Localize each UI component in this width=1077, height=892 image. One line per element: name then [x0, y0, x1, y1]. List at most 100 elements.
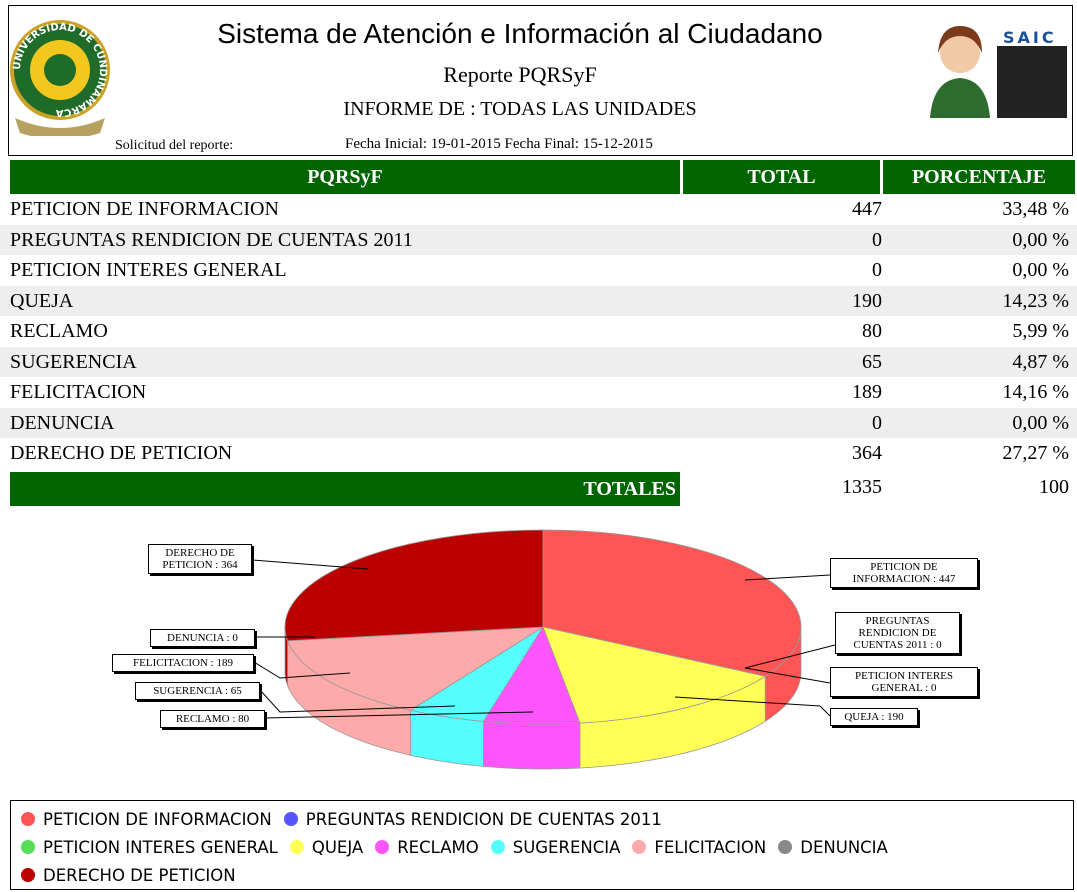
header-box	[8, 5, 1073, 156]
row-percent: 27,27 %	[1002, 442, 1069, 464]
legend-item: QUEJA	[289, 833, 364, 861]
legend-label: PETICION DE INFORMACION	[43, 809, 272, 829]
row-percent: 4,87 %	[1012, 350, 1069, 373]
totals-label: TOTALES	[10, 472, 680, 506]
row-percent: 0,00 %	[1012, 411, 1069, 434]
legend-item: DENUNCIA	[778, 833, 888, 861]
row-total: 80	[862, 320, 882, 342]
row-percent: 14,16 %	[1002, 381, 1069, 403]
legend-marker	[21, 868, 35, 882]
row-label: SUGERENCIA	[10, 350, 137, 373]
legend-item: RECLAMO	[375, 833, 479, 861]
saic-logo: SAIC	[930, 26, 1067, 118]
informe: INFORME DE : TODAS LAS UNIDADES	[343, 98, 697, 120]
row-percent: 33,48 %	[1002, 198, 1069, 220]
column-header: PQRSyF	[10, 160, 680, 194]
title: Sistema de Atención e Información al Ciu…	[217, 18, 823, 49]
table-row: PETICION INTERES GENERAL 0 0,00 %	[0, 255, 1077, 286]
data-label: DENUNCIA : 0	[150, 629, 255, 647]
pie-slice	[284, 529, 544, 642]
legend-label: PREGUNTAS RENDICION DE CUENTAS 2011	[305, 809, 662, 829]
leader-line	[253, 661, 351, 679]
totals-total: 1335	[842, 476, 882, 498]
row-total: 189	[852, 381, 882, 403]
legend: PETICION DE INFORMACION PREGUNTAS RENDICI…	[10, 800, 1074, 890]
dates: Fecha Inicial: 19-01-2015 Fecha Final: 1…	[345, 136, 653, 152]
row-total: 364	[852, 442, 882, 464]
legend-marker	[778, 840, 793, 854]
table-row: QUEJA 190 14,23 %	[0, 285, 1077, 316]
row-percent: 0,00 %	[1012, 228, 1069, 251]
legend-marker	[632, 840, 647, 854]
legend-label: RECLAMO	[397, 837, 479, 857]
data-label: PETICION INTERES GENERAL : 0	[830, 667, 978, 697]
table-row: FELICITACION 189 14,16 %	[0, 377, 1077, 408]
data-label: QUEJA : 190	[830, 708, 918, 726]
legend-item: PETICION DE INFORMACION	[21, 805, 272, 833]
totals-percent: 100	[1039, 476, 1069, 498]
legend-label: SUGERENCIA	[512, 837, 621, 857]
data-label: DERECHO DE PETICION : 364	[148, 544, 252, 574]
row-label: DERECHO DE PETICION	[10, 442, 233, 464]
row-label: RECLAMO	[10, 320, 108, 342]
leader-line	[744, 574, 831, 581]
row-label: PREGUNTAS RENDICION DE CUENTAS 2011	[10, 228, 413, 251]
table-row: DENUNCIA 0 0,00 %	[0, 407, 1077, 438]
row-total: 447	[852, 198, 882, 220]
row-total: 0	[872, 259, 882, 281]
data-label: SUGERENCIA : 65	[135, 682, 260, 700]
request-label: Solicitud del reporte:	[115, 138, 234, 153]
pie-slice	[287, 626, 545, 711]
legend-item: FELICITACION	[632, 833, 766, 861]
pie-side	[483, 720, 581, 770]
data-label: FELICITACION : 189	[112, 654, 254, 672]
row-total: 190	[852, 289, 882, 312]
legend-marker	[21, 840, 35, 854]
row-label: DENUNCIA	[10, 411, 115, 434]
legend-marker	[289, 840, 304, 854]
row-percent: 14,23 %	[1002, 289, 1069, 312]
data-label: PETICION DE INFORMACION : 447	[830, 558, 978, 588]
table-row: SUGERENCIA 65 4,87 %	[0, 346, 1077, 377]
row-label: QUEJA	[10, 289, 74, 312]
column-header: TOTAL	[683, 160, 880, 194]
legend-marker	[283, 812, 298, 826]
data-label: RECLAMO : 80	[160, 710, 265, 728]
row-percent: 5,99 %	[1012, 320, 1069, 342]
row-percent: 0,00 %	[1012, 259, 1069, 281]
row-label: PETICION DE INFORMACION	[10, 198, 279, 220]
saic-text: SAIC	[1003, 28, 1057, 47]
legend-label: PETICION INTERES GENERAL	[43, 837, 278, 857]
legend-item: SUGERENCIA	[490, 833, 621, 861]
row-total: 65	[862, 350, 882, 373]
legend-label: QUEJA	[311, 837, 364, 857]
legend-label: DENUNCIA	[800, 837, 888, 857]
legend-item: PETICION INTERES GENERAL	[21, 833, 278, 861]
table-row: PETICION DE INFORMACION 447 33,48 %	[0, 194, 1077, 225]
pie-chart	[251, 529, 836, 770]
leader-line	[674, 696, 831, 717]
table-row: DERECHO DE PETICION 364 27,27 %	[0, 438, 1077, 469]
legend-item: PREGUNTAS RENDICION DE CUENTAS 2011	[283, 805, 662, 833]
legend-marker	[490, 840, 505, 854]
leader-line	[744, 644, 836, 669]
row-label: FELICITACION	[10, 381, 147, 403]
legend-marker	[21, 812, 35, 826]
table-row: RECLAMO 80 5,99 %	[0, 316, 1077, 347]
leader-line	[251, 559, 369, 570]
leader-line	[264, 711, 534, 719]
university-logo: UNIVERSIDAD DE CUNDINAMARCA	[10, 20, 110, 136]
subtitle: Reporte PQRSyF	[443, 62, 597, 87]
legend-label: DERECHO DE PETICION	[43, 865, 236, 885]
leader-line	[259, 689, 456, 713]
legend-label: FELICITACION	[654, 837, 767, 857]
row-total: 0	[872, 411, 882, 434]
legend-item: DERECHO DE PETICION	[21, 861, 236, 889]
data-label: PREGUNTAS RENDICION DE CUENTAS 2011 : 0	[835, 612, 960, 654]
table-row: PREGUNTAS RENDICION DE CUENTAS 2011 0 0,00…	[0, 224, 1077, 255]
row-total: 0	[872, 228, 882, 251]
legend-marker	[375, 840, 390, 854]
column-header: PORCENTAJE	[883, 160, 1075, 194]
row-label: PETICION INTERES GENERAL	[10, 259, 287, 281]
